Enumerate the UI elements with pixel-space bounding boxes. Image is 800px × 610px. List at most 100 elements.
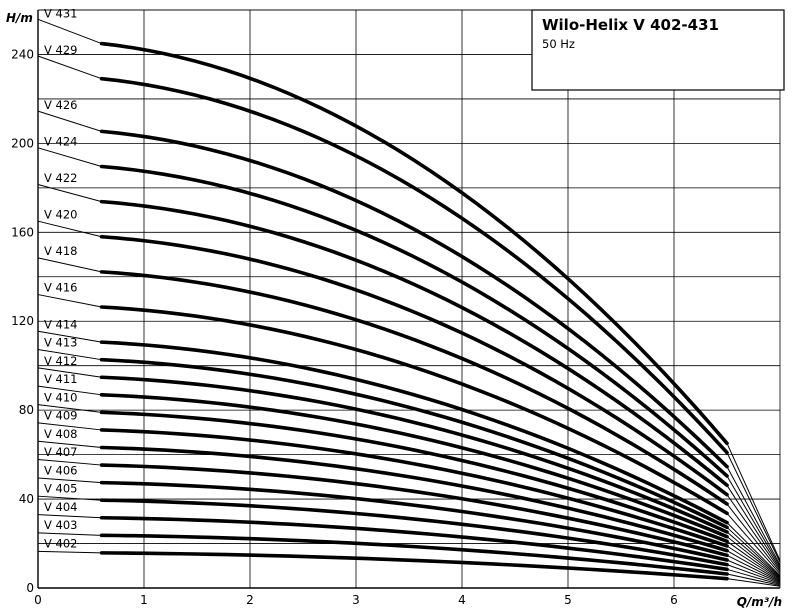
y-tick-label: 200 xyxy=(11,136,34,150)
curve-main xyxy=(99,164,729,478)
curve-tail xyxy=(726,550,781,582)
curve-tail xyxy=(726,443,781,561)
curve-lead-in xyxy=(37,110,102,132)
curve-main xyxy=(99,305,729,516)
curve-main xyxy=(99,76,729,455)
curve-tail xyxy=(726,526,781,577)
curve-lead-in xyxy=(37,550,102,554)
series-label: V 406 xyxy=(44,463,77,477)
curve-lead-in xyxy=(37,514,102,519)
series-label: V 410 xyxy=(44,390,77,404)
curve-tail xyxy=(726,485,781,569)
y-tick-label: 160 xyxy=(11,225,34,239)
curve-lead-in xyxy=(37,495,102,501)
series-label: V 431 xyxy=(44,7,77,21)
curve-tail xyxy=(726,531,781,578)
series-label: V 418 xyxy=(44,244,77,258)
curve-lead-in xyxy=(37,532,102,536)
curve-tail xyxy=(726,540,781,580)
x-tick-label: 3 xyxy=(352,593,360,607)
curve-lines xyxy=(37,18,781,587)
series-label: V 404 xyxy=(44,500,77,514)
curve-lead-in xyxy=(37,440,102,448)
curve-main xyxy=(99,357,729,530)
series-label: V 422 xyxy=(44,171,77,185)
curve-main xyxy=(99,463,729,558)
curve-tail xyxy=(726,494,781,571)
curve-tail xyxy=(726,573,781,586)
curve-tail xyxy=(726,559,781,584)
series-label: V 403 xyxy=(44,518,77,532)
curve-tail xyxy=(726,512,781,575)
curve-lead-in xyxy=(37,459,102,466)
curve-tail xyxy=(726,568,781,585)
curve-main xyxy=(99,270,729,506)
curve-lead-in xyxy=(37,385,102,396)
series-label: V 429 xyxy=(44,43,77,57)
series-label: V 416 xyxy=(44,281,77,295)
curve-lead-in xyxy=(37,257,102,273)
series-label: V 412 xyxy=(44,354,77,368)
curve-lead-in xyxy=(37,220,102,238)
series-label: V 411 xyxy=(44,372,77,386)
series-label: V 413 xyxy=(44,335,77,349)
series-label: V 424 xyxy=(44,135,77,149)
x-tick-label: 5 xyxy=(564,593,572,607)
curve-main xyxy=(99,410,729,544)
x-tick-label: 1 xyxy=(140,593,148,607)
x-tick-label: 4 xyxy=(458,593,466,607)
y-tick-label: 0 xyxy=(26,581,34,595)
x-tick-label: 6 xyxy=(670,593,678,607)
curve-tail xyxy=(726,564,781,585)
series-label: V 408 xyxy=(44,427,77,441)
curve-main xyxy=(99,41,729,446)
curve-main xyxy=(99,515,729,572)
curve-lead-in xyxy=(37,422,102,431)
series-label: V 414 xyxy=(44,317,77,331)
curve-tail xyxy=(726,475,781,567)
y-tick-label: 40 xyxy=(19,492,34,506)
y-tick-label: 80 xyxy=(19,403,34,417)
curve-main xyxy=(99,428,729,548)
curve-lead-in xyxy=(37,55,102,80)
y-tick-label: 120 xyxy=(11,314,34,328)
curve-lead-in xyxy=(37,294,102,308)
y-tick-label: 240 xyxy=(11,47,34,61)
curve-tail xyxy=(726,466,781,566)
series-labels: V 402 V 403 V 404 V 405 V 406 V 407 V 408 V 409… xyxy=(44,7,77,551)
series-label: V 426 xyxy=(44,98,77,112)
curve-tail xyxy=(726,503,781,573)
curve-lead-in xyxy=(37,330,102,343)
curve-main xyxy=(99,340,729,525)
curve-main xyxy=(99,445,729,553)
curve-lead-in xyxy=(37,147,102,167)
curve-main xyxy=(99,480,729,562)
series-label: V 420 xyxy=(44,208,77,222)
curve-main xyxy=(99,498,729,567)
title-box xyxy=(531,9,785,91)
curve-main xyxy=(99,375,729,534)
series-label: V 409 xyxy=(44,408,77,422)
series-label: V 407 xyxy=(44,445,77,459)
curve-lead-in xyxy=(37,367,102,378)
curve-main xyxy=(99,533,729,576)
curve-tail xyxy=(726,545,781,581)
curve-main xyxy=(99,551,729,581)
tick-labels: 0 1 2 3 4 5 6 0 40 80 120 160 200 240 xyxy=(11,47,678,607)
curve-lead-in xyxy=(37,348,102,361)
x-tick-label: 0 xyxy=(34,593,42,607)
curve-tail xyxy=(726,522,781,576)
curve-lead-in xyxy=(37,477,102,484)
series-label: V 405 xyxy=(44,482,77,496)
curve-main xyxy=(99,234,729,497)
curve-tail xyxy=(726,452,781,563)
chart-subtitle: 50 Hz xyxy=(542,37,575,51)
chart-title: Wilo-Helix V 402-431 xyxy=(542,16,719,34)
curve-main xyxy=(99,393,729,539)
curve-lead-in xyxy=(37,18,102,45)
x-axis-label: Q/m³/h xyxy=(737,595,782,609)
curve-lead-in xyxy=(37,404,102,413)
y-axis-label: H/m xyxy=(6,11,33,25)
